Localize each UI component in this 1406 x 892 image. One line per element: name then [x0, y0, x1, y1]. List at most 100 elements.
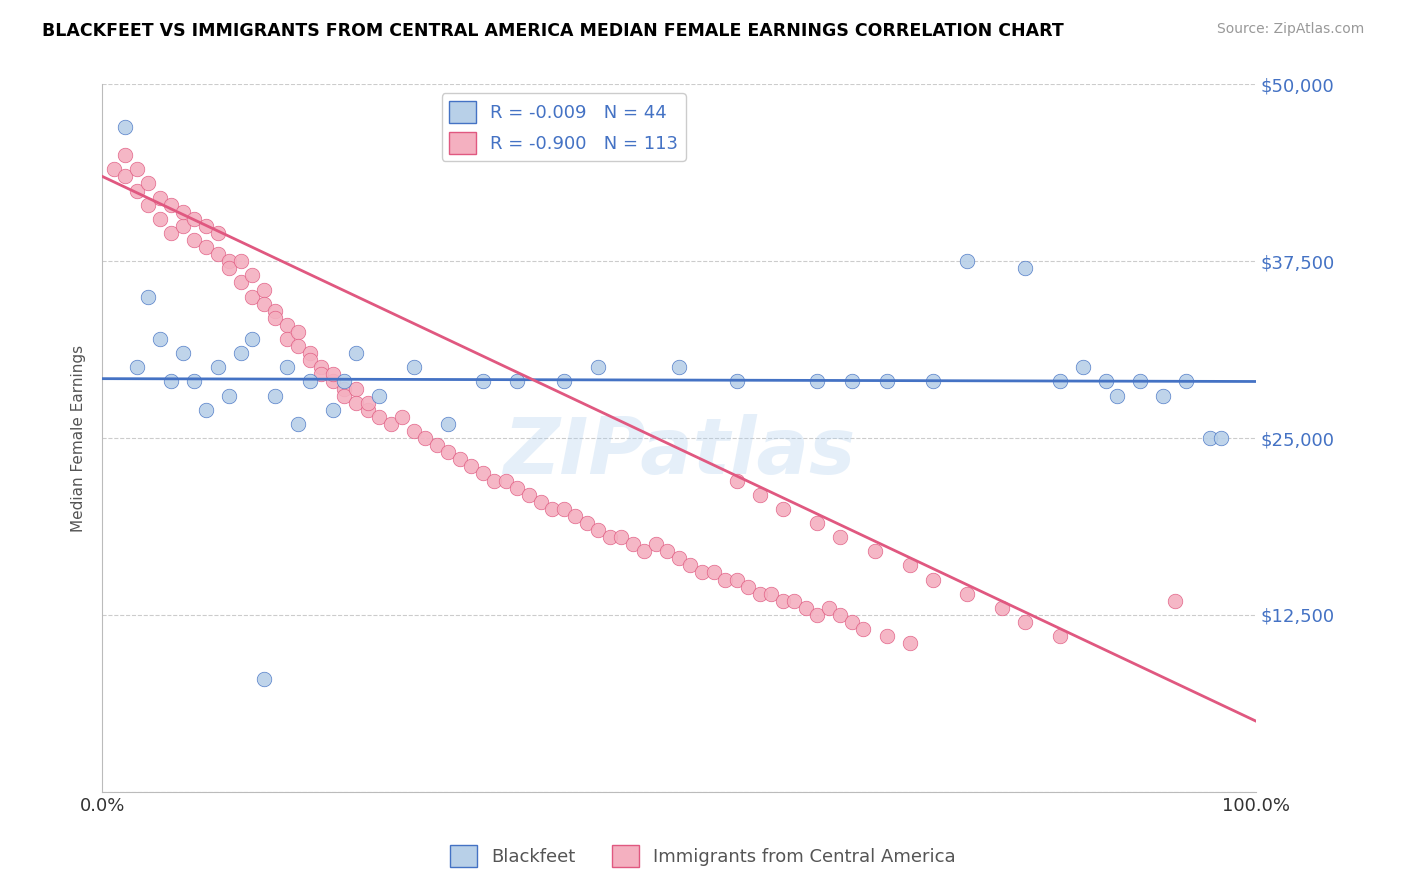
Point [368, 389, 391, 403]
Point [806, 607, 828, 622]
Point [149, 211, 172, 226]
Point [506, 375, 529, 389]
Point [276, 332, 298, 346]
Point [183, 375, 205, 389]
Point [1209, 431, 1232, 445]
Point [484, 474, 506, 488]
Point [517, 488, 540, 502]
Text: Source: ZipAtlas.com: Source: ZipAtlas.com [1216, 22, 1364, 37]
Point [391, 409, 413, 424]
Text: BLACKFEET VS IMMIGRANTS FROM CENTRAL AMERICA MEDIAN FEMALE EARNINGS CORRELATION : BLACKFEET VS IMMIGRANTS FROM CENTRAL AME… [42, 22, 1064, 40]
Point [229, 276, 252, 290]
Point [172, 346, 194, 360]
Point [172, 219, 194, 233]
Point [240, 332, 263, 346]
Point [218, 389, 240, 403]
Point [229, 254, 252, 268]
Point [207, 226, 229, 240]
Point [621, 537, 644, 551]
Point [402, 424, 425, 438]
Point [195, 240, 218, 254]
Point [138, 290, 160, 304]
Point [668, 360, 690, 375]
Point [794, 600, 817, 615]
Point [921, 375, 943, 389]
Point [761, 587, 783, 601]
Point [898, 558, 921, 573]
Point [1094, 375, 1116, 389]
Point [830, 607, 852, 622]
Point [772, 501, 794, 516]
Point [344, 346, 367, 360]
Point [356, 402, 378, 417]
Point [322, 375, 344, 389]
Point [311, 360, 333, 375]
Point [195, 402, 218, 417]
Point [253, 672, 276, 686]
Point [1152, 389, 1174, 403]
Point [138, 177, 160, 191]
Point [956, 587, 979, 601]
Point [725, 573, 748, 587]
Point [240, 268, 263, 283]
Point [921, 573, 943, 587]
Point [830, 530, 852, 544]
Point [125, 360, 148, 375]
Point [553, 501, 575, 516]
Point [690, 566, 713, 580]
Point [725, 375, 748, 389]
Point [298, 353, 321, 368]
Point [298, 346, 321, 360]
Point [541, 501, 564, 516]
Point [276, 360, 298, 375]
Point [495, 474, 517, 488]
Point [644, 537, 666, 551]
Point [160, 226, 183, 240]
Legend: Blackfeet, Immigrants from Central America: Blackfeet, Immigrants from Central Ameri… [443, 838, 963, 874]
Point [737, 580, 759, 594]
Point [183, 211, 205, 226]
Point [633, 544, 655, 558]
Point [368, 409, 391, 424]
Point [575, 516, 598, 530]
Point [264, 389, 287, 403]
Point [449, 452, 471, 467]
Point [333, 382, 356, 396]
Point [564, 508, 586, 523]
Point [529, 494, 551, 508]
Point [772, 593, 794, 607]
Point [1049, 375, 1071, 389]
Point [114, 120, 136, 134]
Point [599, 530, 621, 544]
Point [207, 360, 229, 375]
Point [806, 375, 828, 389]
Point [1014, 615, 1036, 629]
Point [852, 622, 875, 636]
Point [748, 488, 770, 502]
Point [806, 516, 828, 530]
Point [322, 368, 344, 382]
Point [333, 389, 356, 403]
Point [702, 566, 724, 580]
Point [783, 593, 806, 607]
Point [1164, 593, 1187, 607]
Point [841, 615, 863, 629]
Point [586, 523, 609, 537]
Point [437, 445, 460, 459]
Point [876, 375, 898, 389]
Point [287, 417, 309, 431]
Point [172, 204, 194, 219]
Point [863, 544, 886, 558]
Point [264, 303, 287, 318]
Point [149, 332, 172, 346]
Point [413, 431, 436, 445]
Point [287, 339, 309, 353]
Point [471, 467, 494, 481]
Point [956, 254, 979, 268]
Point [356, 395, 378, 409]
Point [506, 481, 529, 495]
Point [207, 247, 229, 261]
Point [276, 318, 298, 332]
Point [160, 197, 183, 211]
Y-axis label: Median Female Earnings: Median Female Earnings [72, 344, 86, 532]
